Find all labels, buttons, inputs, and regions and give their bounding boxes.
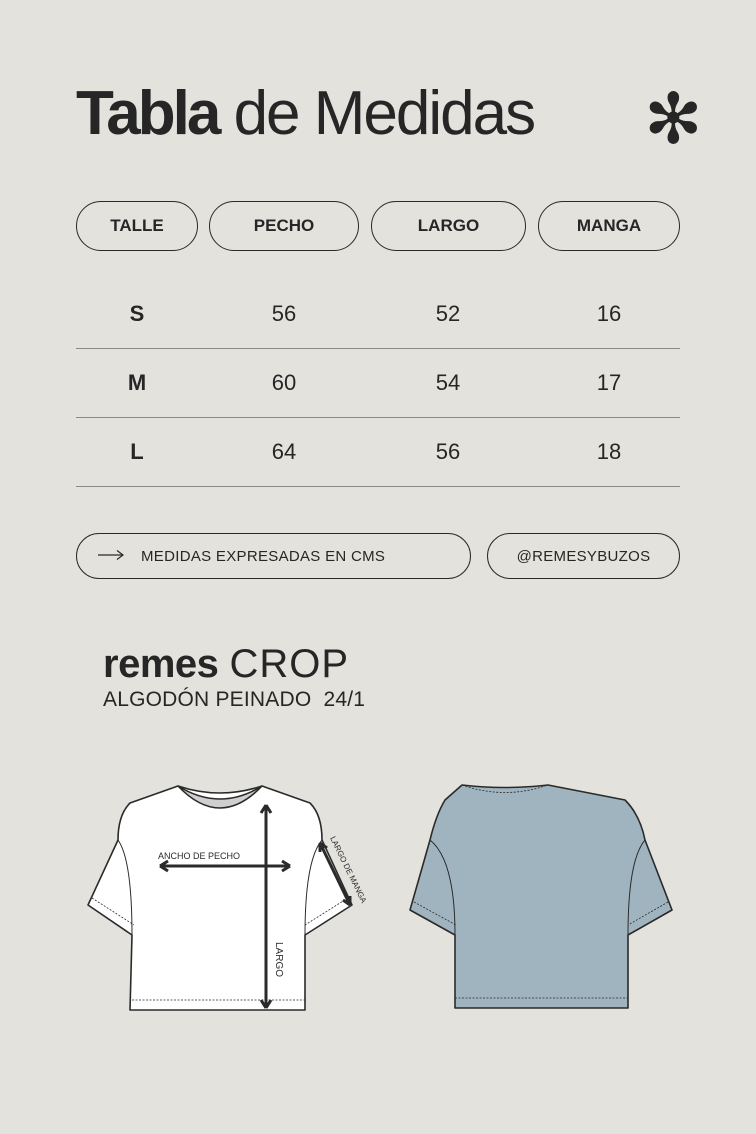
column-label: TALLE (110, 216, 164, 235)
header-manga: MANGA (538, 201, 680, 251)
table-row: S 56 52 16 (76, 279, 680, 349)
units-note: MEDIDAS EXPRESADAS EN CMS (76, 533, 471, 579)
column-label: LARGO (417, 216, 480, 235)
arrow-right-icon (97, 548, 127, 565)
size-cell: S (129, 301, 145, 326)
brand-bold: remes (103, 642, 219, 686)
header-largo: LARGO (371, 201, 526, 251)
title-bold: Tabla (76, 79, 221, 148)
table-row: M 60 54 17 (76, 348, 680, 418)
size-cell: L (130, 439, 144, 464)
table-row: L 64 56 18 (76, 417, 680, 487)
measure-cell: 18 (596, 439, 622, 464)
back-shirt (409, 784, 673, 1009)
brand-logo: remes CROP (103, 640, 349, 688)
measure-cell: 16 (596, 301, 622, 326)
header-talle: TALLE (76, 201, 198, 251)
measure-cell: 56 (435, 439, 461, 464)
length-label: LARGO (273, 942, 284, 977)
measure-cell: 56 (271, 301, 297, 326)
page-title: Tabla de Medidas (76, 78, 537, 150)
title-rest: de Medidas (233, 79, 537, 148)
measure-cell: 17 (596, 370, 622, 395)
handle-text: @REMESYBUZOS (516, 547, 651, 565)
measure-cell: 64 (271, 439, 297, 464)
measure-cell: 60 (271, 370, 297, 395)
measure-cell: 54 (435, 370, 461, 395)
column-label: MANGA (576, 216, 642, 235)
measure-cell: 52 (435, 301, 461, 326)
front-shirt (87, 785, 353, 1011)
chest-label: ANCHO DE PECHO (158, 851, 240, 861)
brand-light: CROP (229, 642, 350, 686)
shirt-illustrations: ANCHO DE PECHO LARGO DE MANGA LARGO (87, 784, 673, 1011)
fabric-text: ALGODÓN PEINADO 24/1 (103, 688, 366, 711)
asterisk-icon: ✻ (644, 80, 703, 158)
social-handle: @REMESYBUZOS (487, 533, 680, 579)
column-label: PECHO (253, 216, 315, 235)
header-pecho: PECHO (209, 201, 359, 251)
size-cell: M (127, 370, 147, 395)
units-text: MEDIDAS EXPRESADAS EN CMS (141, 547, 386, 565)
